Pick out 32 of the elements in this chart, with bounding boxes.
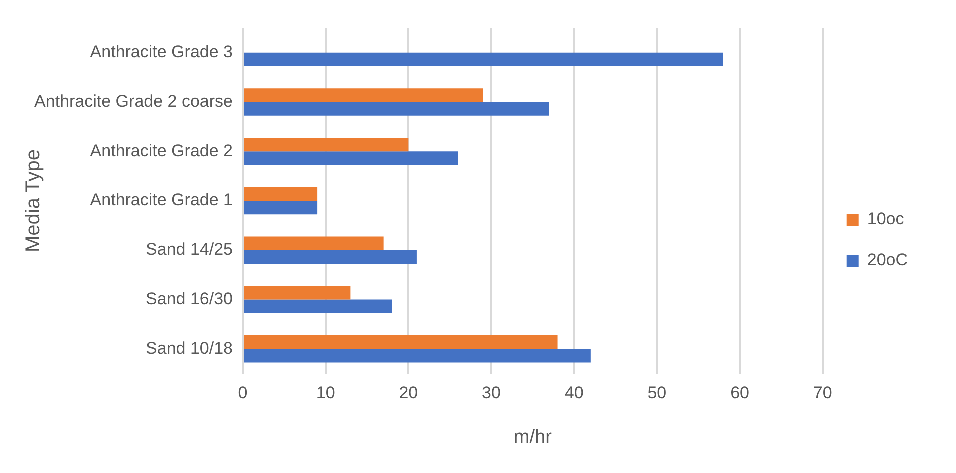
- legend-label: 10oc: [867, 210, 905, 229]
- bar: [244, 201, 318, 215]
- bar: [244, 187, 318, 201]
- y-axis-title: Media Type: [22, 149, 45, 253]
- x-tick-label: 60: [730, 384, 750, 403]
- y-tick-label: Sand 16/30: [146, 289, 233, 308]
- x-axis-title: m/hr: [514, 426, 553, 448]
- bar: [244, 250, 417, 264]
- x-tick-label: 0: [238, 384, 248, 403]
- bar: [244, 152, 458, 166]
- x-tick-label: 40: [564, 384, 584, 403]
- bar: [244, 88, 484, 102]
- y-tick-label: Anthracite Grade 2: [90, 141, 233, 160]
- bar: [244, 236, 384, 250]
- y-tick-label: Sand 14/25: [146, 240, 233, 260]
- legend-label: 20oC: [867, 250, 908, 270]
- x-tick-label: 20: [399, 384, 418, 403]
- y-tick-label: Anthracite Grade 3: [90, 42, 233, 62]
- bar: [244, 336, 558, 350]
- y-tick-label: Anthracite Grade 2 coarse: [34, 92, 233, 111]
- bar: [244, 138, 409, 152]
- x-tick-label: 70: [813, 384, 832, 403]
- bar: [244, 102, 550, 116]
- y-tick-label: Anthracite Grade 1: [90, 190, 233, 210]
- x-tick-label: 50: [648, 384, 667, 403]
- bar: [244, 52, 724, 66]
- bar: [244, 300, 392, 314]
- x-tick-label: 10: [316, 384, 336, 403]
- bar: [244, 286, 351, 300]
- bar: [244, 349, 591, 363]
- x-tick-label: 30: [482, 384, 501, 403]
- y-tick-label: Sand 10/18: [146, 338, 233, 358]
